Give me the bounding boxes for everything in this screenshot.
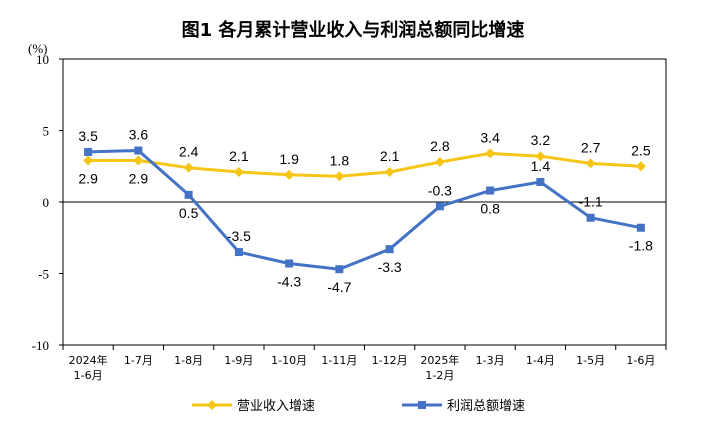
data-point xyxy=(284,169,295,180)
x-tick-label-line: 1-6月 xyxy=(74,369,103,382)
y-tick-label: -10 xyxy=(32,338,49,353)
data-label: 0.5 xyxy=(179,205,199,221)
x-tick-label-line: 1-9月 xyxy=(224,354,253,367)
data-point xyxy=(635,161,646,172)
data-point xyxy=(384,166,395,177)
data-label: 3.5 xyxy=(78,128,98,144)
data-label: 0.8 xyxy=(480,201,500,217)
x-tick-label: 1-8月 xyxy=(174,354,203,367)
y-tick-label: -5 xyxy=(38,267,49,282)
data-point xyxy=(435,202,444,211)
legend-label: 营业收入增速 xyxy=(237,399,315,414)
x-tick-label: 1-7月 xyxy=(124,354,153,367)
data-point xyxy=(234,248,243,257)
data-point xyxy=(335,265,344,274)
data-point xyxy=(183,162,194,173)
data-point xyxy=(184,190,193,199)
x-tick-label-line: 1-2月 xyxy=(425,369,454,382)
y-axis-unit: (%) xyxy=(28,41,48,56)
data-label: -0.3 xyxy=(428,182,452,198)
data-label: 2.9 xyxy=(78,171,98,187)
data-point xyxy=(233,166,244,177)
x-tick-label: 1-3月 xyxy=(476,354,505,367)
data-point xyxy=(84,147,93,156)
legend: 营业收入增速 利润总额增速 xyxy=(192,399,525,414)
legend-swatch-marker xyxy=(207,400,217,410)
data-label: 2.8 xyxy=(430,138,450,154)
x-tick-label: 1-11月 xyxy=(321,354,357,367)
data-point xyxy=(334,171,345,182)
x-tick-label-line: 1-7月 xyxy=(124,354,153,367)
data-labels: 2.9 2.9 2.4 2.1 1.9 1.8 2.1 2.8 3.4 3.2 2.7 2.5 3.5 3… xyxy=(78,127,653,296)
data-label: 2.5 xyxy=(631,142,651,158)
chart-title: 图1 各月累计营业收入与利润总额同比增速 xyxy=(182,19,525,41)
y-tick-label: 5 xyxy=(43,124,50,139)
x-tick-label-line: 1-10月 xyxy=(271,354,307,367)
data-label: -3.3 xyxy=(378,259,402,275)
data-label: 2.9 xyxy=(129,171,149,187)
data-label: 1.9 xyxy=(279,151,299,167)
data-point xyxy=(83,155,94,166)
data-label: 1.4 xyxy=(531,158,551,174)
legend-label: 利润总额增速 xyxy=(447,399,525,414)
data-point xyxy=(285,259,294,268)
x-tick-label: 1-12月 xyxy=(372,354,408,367)
x-tick-label-line: 1-4月 xyxy=(526,354,555,367)
data-point xyxy=(535,151,546,162)
data-label: 3.4 xyxy=(480,129,500,145)
data-point xyxy=(636,223,645,232)
data-label: 2.7 xyxy=(581,139,601,155)
x-tick-label: 1-5月 xyxy=(576,354,605,367)
data-label: 3.2 xyxy=(531,132,551,148)
data-point xyxy=(385,245,394,254)
x-tick-label-line: 2024年 xyxy=(69,353,108,367)
data-point xyxy=(485,148,496,159)
x-tick-label-line: 1-11月 xyxy=(321,354,357,367)
x-tick-label: 1-6月 xyxy=(626,354,655,367)
series-group xyxy=(83,146,646,274)
data-label: 2.1 xyxy=(380,148,400,164)
x-axis-ticks: 2024年 1-6月 1-7月 1-8月 1-9月 1-10月 1-11月 1-12月 2025… xyxy=(62,345,667,382)
data-point xyxy=(586,213,595,222)
x-tick-label: 2025年 1-2月 xyxy=(420,353,459,382)
series-line xyxy=(88,149,642,271)
y-tick-label: 0 xyxy=(43,195,50,210)
data-label: -1.8 xyxy=(629,238,653,254)
data-point xyxy=(536,177,545,186)
x-tick-label-line: 2025年 xyxy=(420,353,459,367)
x-tick-label-line: 1-12月 xyxy=(372,354,408,367)
series-line xyxy=(88,151,641,178)
x-tick-label-line: 1-8月 xyxy=(174,354,203,367)
x-tick-label-line: 1-3月 xyxy=(476,354,505,367)
data-label: 3.6 xyxy=(129,127,149,143)
data-label: -1.1 xyxy=(579,194,603,210)
data-point xyxy=(134,146,143,155)
x-tick-label: 1-4月 xyxy=(526,354,555,367)
legend-swatch-marker xyxy=(418,401,426,409)
data-point xyxy=(133,155,144,166)
x-tick-label: 1-9月 xyxy=(224,354,253,367)
data-point xyxy=(434,156,445,167)
data-point xyxy=(486,186,495,195)
data-label: 2.1 xyxy=(229,148,249,164)
data-label: -4.3 xyxy=(277,273,301,289)
data-label: -3.5 xyxy=(227,228,251,244)
y-tick-label: 10 xyxy=(36,52,49,67)
x-tick-label: 1-10月 xyxy=(271,354,307,367)
x-tick-label-line: 1-6月 xyxy=(626,354,655,367)
data-label: 2.4 xyxy=(179,144,199,160)
y-axis-ticks: 10 5 0 -5 -10 xyxy=(32,52,666,353)
x-tick-label: 2024年 1-6月 xyxy=(69,353,108,382)
data-point xyxy=(585,158,596,169)
data-label: -4.7 xyxy=(327,279,351,295)
data-label: 1.8 xyxy=(330,152,350,168)
x-tick-label-line: 1-5月 xyxy=(576,354,605,367)
